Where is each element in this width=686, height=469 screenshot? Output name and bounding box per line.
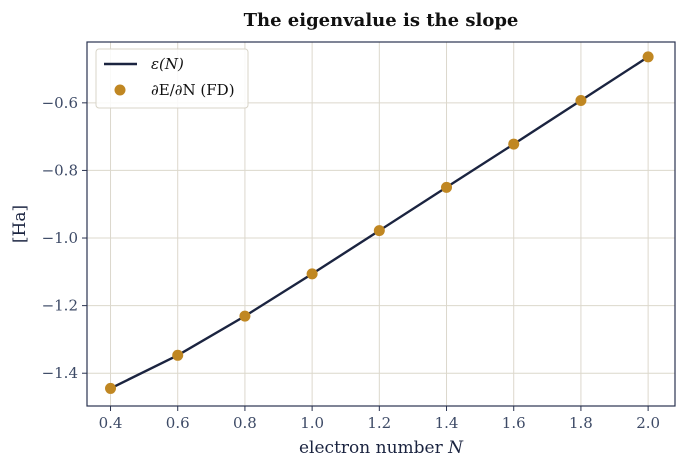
x-tick-label: 1.8 — [569, 414, 593, 432]
y-tick-label: −0.6 — [42, 94, 78, 112]
x-tick-label: 0.6 — [166, 414, 190, 432]
fd-data-point — [373, 225, 385, 237]
x-tick-label: 1.4 — [435, 414, 459, 432]
x-tick-label: 2.0 — [636, 414, 660, 432]
fd-data-point — [642, 51, 654, 63]
plot-frame — [86, 41, 676, 407]
fd-data-point — [575, 94, 587, 106]
y-tick-label: −1.0 — [42, 229, 78, 247]
y-tick-label: −1.4 — [42, 364, 78, 382]
y-tick-label: −1.2 — [42, 297, 78, 315]
fd-data-point — [441, 181, 453, 193]
fd-data-point — [239, 310, 251, 322]
x-tick-label: 0.4 — [99, 414, 123, 432]
fd-data-point — [306, 268, 318, 280]
fd-data-point — [508, 138, 520, 150]
fd-data-point — [105, 382, 117, 394]
x-tick-label: 1.6 — [502, 414, 526, 432]
legend-entry-fd: ∂E/∂N (FD) — [151, 81, 235, 99]
y-axis-label: [Ha] — [10, 205, 30, 243]
x-tick-label: 1.2 — [367, 414, 391, 432]
legend: ε(N) ∂E/∂N (FD) — [95, 48, 249, 109]
fd-data-point — [172, 349, 184, 361]
series-layer — [105, 51, 654, 394]
legend-marker-swatch — [114, 84, 126, 96]
x-axis-label: electron number N — [299, 438, 464, 458]
chart-title: The eigenvalue is the slope — [244, 10, 519, 31]
legend-entry-epsilon: ε(N) — [151, 55, 184, 73]
axis-ticks: 0.4 0.6 0.8 1.0 1.2 1.4 1.6 1.8 2.0 −1.4 −1.2 −1.0 −… — [42, 94, 660, 432]
y-tick-label: −0.8 — [42, 161, 78, 179]
x-tick-label: 1.0 — [300, 414, 324, 432]
x-tick-label: 0.8 — [233, 414, 257, 432]
